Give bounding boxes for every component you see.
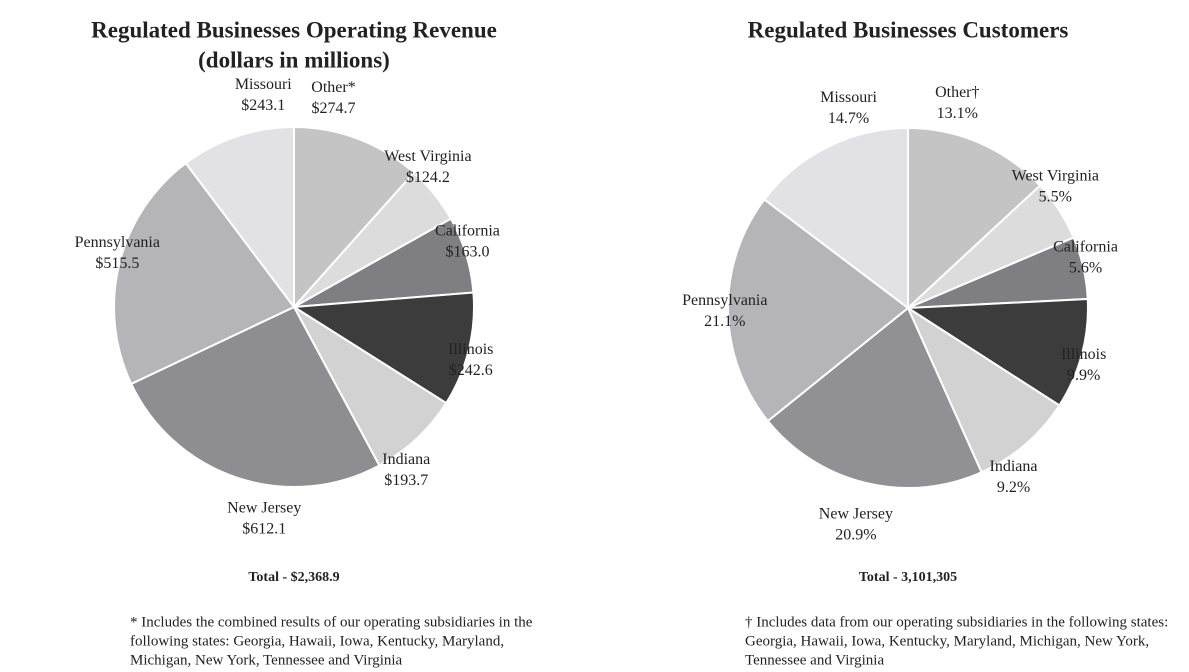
footnote: † Includes data from our operating subsi… (745, 614, 1168, 630)
slice-value-label: $242.6 (449, 362, 493, 379)
slice-label: Pennsylvania (682, 292, 767, 309)
slice-value-label: 5.6% (1069, 260, 1102, 277)
slice-value-label: $124.2 (406, 169, 450, 186)
slice-label: Indiana (382, 451, 430, 468)
slice-value-label: 14.7% (828, 110, 869, 127)
slice-value-label: $193.7 (384, 472, 428, 489)
pie-slice (907, 126, 1042, 311)
slice-value-label: 20.9% (835, 527, 876, 544)
footnote: Tennessee and Virginia (745, 652, 884, 668)
slice-label: California (1053, 239, 1118, 256)
slice-label: Illinois (448, 341, 493, 358)
pie-slice (727, 198, 910, 423)
total-label: Total - $2,368.9 (248, 570, 339, 585)
slice-label: New Jersey (819, 506, 893, 523)
pie-slice (766, 306, 983, 489)
pie-slice (129, 305, 381, 488)
chart-subtitle: (dollars in millions) (198, 47, 390, 72)
slice-label: California (435, 222, 500, 239)
slice-value-label: 9.9% (1067, 367, 1100, 384)
slice-label: West Virginia (1012, 167, 1099, 184)
slice-value-label: $515.5 (95, 255, 139, 272)
pie-slice (291, 304, 448, 467)
pie-slice (905, 305, 1061, 474)
slice-label: West Virginia (384, 148, 471, 165)
chart-title: Regulated Businesses Operating Revenue (91, 17, 497, 42)
pie-slice (113, 161, 296, 386)
slice-label: Missouri (820, 89, 877, 106)
slice-label: Pennsylvania (75, 234, 160, 251)
slice-value-label: $612.1 (242, 521, 286, 538)
slice-value-label: $243.1 (241, 97, 285, 114)
pie-slice (904, 297, 1089, 407)
slice-label: New Jersey (227, 500, 301, 517)
slice-value-label: 5.5% (1039, 188, 1072, 205)
slice-label: Other† (935, 84, 979, 101)
pie-slice (293, 125, 416, 310)
footnote: * Includes the combined results of our o… (130, 614, 533, 630)
slice-label: Illinois (1061, 346, 1106, 363)
footnote: Georgia, Hawaii, Iowa, Kentucky, Marylan… (745, 633, 1149, 649)
pie-slice (290, 291, 475, 405)
footnote: following states: Georgia, Hawaii, Iowa,… (130, 633, 504, 649)
pie-slice (762, 126, 909, 311)
slice-value-label: 13.1% (937, 105, 978, 122)
slice-label: Indiana (989, 458, 1037, 475)
slice-label: Missouri (235, 76, 292, 93)
footnote: Michigan, New York, Tennessee and Virgin… (130, 652, 403, 668)
chart-title: Regulated Businesses Customers (748, 17, 1069, 42)
pie-slice (184, 125, 295, 310)
slice-value-label: 21.1% (704, 313, 745, 330)
slice-value-label: $163.0 (445, 243, 489, 260)
total-label: Total - 3,101,305 (859, 570, 957, 585)
slice-value-label: $274.7 (312, 100, 356, 117)
slice-value-label: 9.2% (997, 479, 1030, 496)
slice-label: Other* (311, 79, 355, 96)
